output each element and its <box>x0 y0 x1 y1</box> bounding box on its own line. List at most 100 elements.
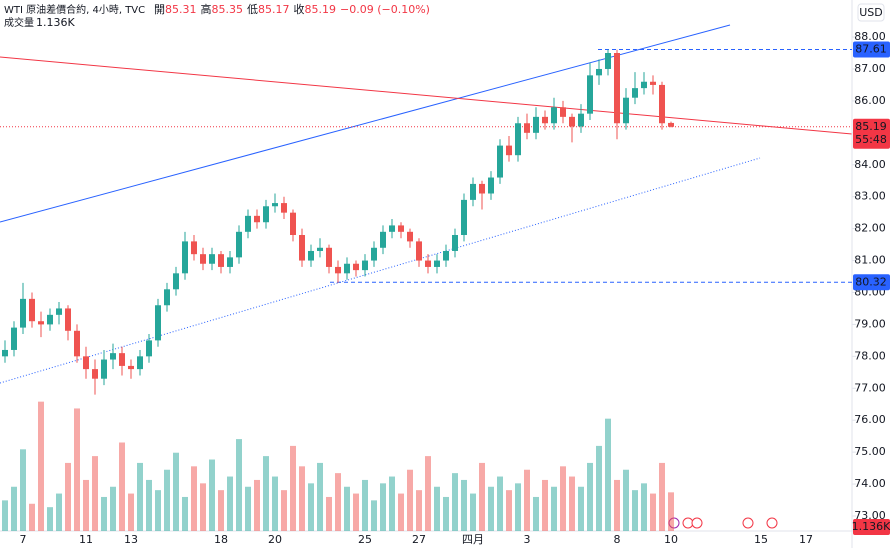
volume-bar <box>623 469 629 531</box>
candle-body <box>227 257 233 267</box>
volume-bar <box>299 466 305 531</box>
volume-bar <box>497 476 503 531</box>
legend-value: 85.17 <box>258 3 290 16</box>
candle-body <box>110 353 116 360</box>
volume-bar <box>578 486 584 531</box>
x-tick-label: 3 <box>524 533 531 546</box>
volume-bar <box>155 490 161 531</box>
candle-body <box>443 250 449 261</box>
candle-body <box>452 235 458 251</box>
volume-bar <box>200 483 206 531</box>
candle-body <box>92 369 98 379</box>
currency[interactable]: USD <box>859 6 883 19</box>
y-tick-label: 83.00 <box>854 190 886 203</box>
candle-body <box>605 53 611 69</box>
legend-key: 高 <box>201 2 212 16</box>
legend-change: −0.09 (−0.10%) <box>340 3 430 16</box>
volume-bar <box>461 479 467 531</box>
candle-body <box>632 88 638 98</box>
x-tick-label: 13 <box>124 533 138 546</box>
volume-bar <box>335 473 341 531</box>
candle-body <box>308 250 314 261</box>
x-tick-label: 四月 <box>462 533 484 546</box>
y-tick-label: 87.00 <box>854 62 886 75</box>
volume-bar <box>101 496 107 531</box>
volume-bar <box>425 456 431 531</box>
candle-body <box>164 289 170 306</box>
legend-value: 85.35 <box>212 3 244 16</box>
candle-body <box>470 183 476 200</box>
volume-bar <box>2 500 8 531</box>
y-tick-label: 76.00 <box>854 413 886 426</box>
volume-bar <box>389 476 395 531</box>
volume-bar <box>38 401 44 531</box>
x-tick-label: 18 <box>214 533 228 546</box>
candle-body <box>515 123 521 156</box>
x-tick-label: 17 <box>799 533 813 546</box>
candle-body <box>380 231 386 248</box>
volume-bar <box>47 507 53 531</box>
volume-bar <box>191 466 197 531</box>
volume-bar <box>479 462 485 531</box>
currency-button[interactable] <box>857 3 885 22</box>
level-label: 80.32 <box>855 275 887 288</box>
volume-bar <box>119 442 125 531</box>
x-tick-label: 10 <box>664 533 678 546</box>
candle-body <box>29 298 35 322</box>
volume-bar <box>110 486 116 531</box>
candle-body <box>407 231 413 242</box>
volume-bar <box>65 462 71 531</box>
chart-title: WTI 原油差價合約, 4小時, TVC <box>4 3 145 16</box>
candle-body <box>38 321 44 325</box>
candle-body <box>245 215 251 232</box>
volume-bar <box>398 493 404 531</box>
y-tick-label: 73.00 <box>854 509 886 522</box>
x-tick-label: 27 <box>412 533 426 546</box>
candle-body <box>191 241 197 255</box>
volume-bar <box>596 445 602 531</box>
candle-body <box>182 241 188 274</box>
volume-bar <box>641 483 647 531</box>
candle-body <box>398 225 404 232</box>
volume-bar <box>317 462 323 531</box>
volume-bar <box>371 500 377 531</box>
candle-body <box>344 263 350 274</box>
volume-bar <box>218 490 224 531</box>
volume-bar <box>452 473 458 531</box>
y-tick-label: 82.00 <box>854 222 886 235</box>
volume-bar <box>551 486 557 531</box>
volume-bar <box>281 490 287 531</box>
volume-bar <box>182 496 188 531</box>
candle-body <box>560 107 566 117</box>
candle-body <box>497 145 503 178</box>
candle-body <box>281 203 287 213</box>
volume-bar <box>236 439 242 531</box>
candle-body <box>317 247 323 251</box>
volume-bar <box>659 462 665 531</box>
candle-body <box>416 241 422 261</box>
candle-body <box>272 203 278 207</box>
candle-body <box>146 340 152 357</box>
candle-body <box>389 225 395 232</box>
candle-body <box>254 215 260 223</box>
volume-bar <box>362 479 368 531</box>
volume-bar <box>569 476 575 531</box>
candle-body <box>371 247 377 261</box>
volume-bar <box>74 408 80 531</box>
candle-body <box>65 308 71 331</box>
candle-body <box>668 122 674 127</box>
candle-body <box>209 254 215 264</box>
volume-bar <box>533 496 539 531</box>
legend-key: 收 <box>294 2 305 16</box>
legend-key: 低 <box>247 3 258 16</box>
legend-value: 85.31 <box>165 3 197 16</box>
volume-badge <box>853 519 890 535</box>
candle-body <box>425 260 431 267</box>
volume-bar <box>290 445 296 531</box>
candle-body <box>236 231 242 258</box>
candle-body <box>47 314 53 325</box>
candle-body <box>353 263 359 271</box>
volume-bar <box>434 486 440 531</box>
volume-badge-label: 1.136K <box>852 520 890 533</box>
